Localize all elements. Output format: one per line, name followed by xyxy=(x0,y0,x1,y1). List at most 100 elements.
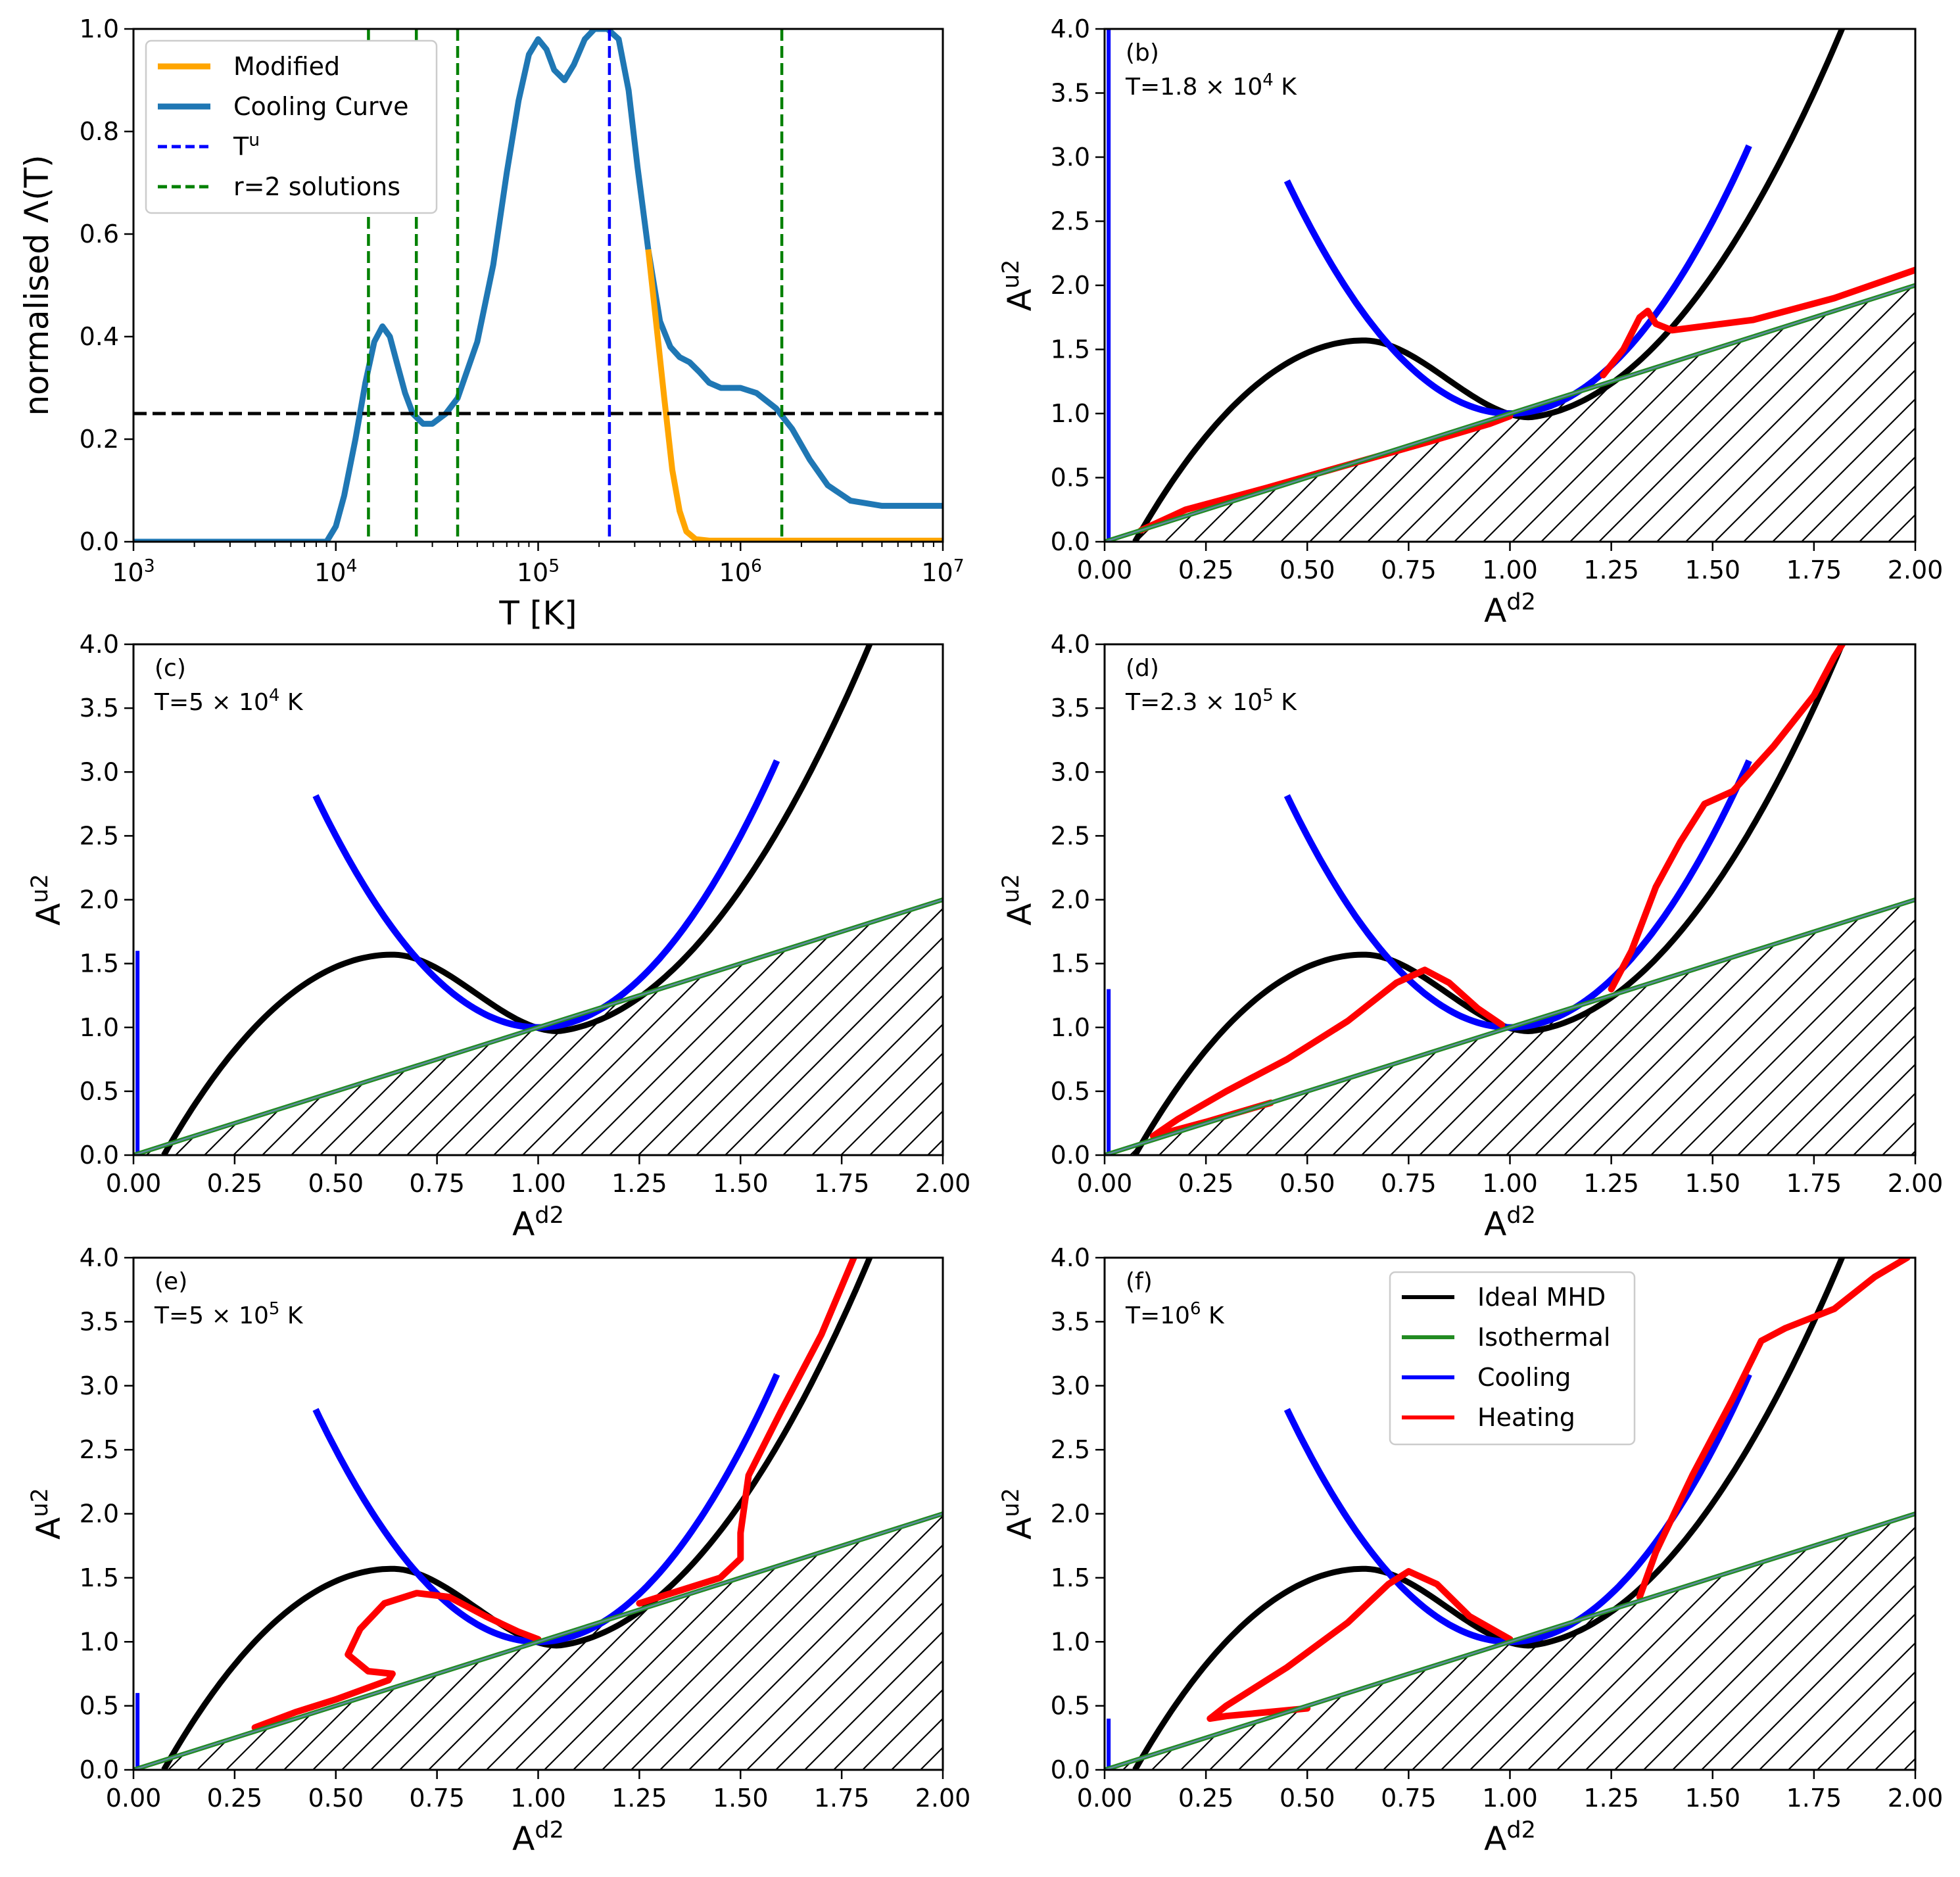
y-tick-label: 1.0 xyxy=(1051,399,1090,428)
y-tick-label: 2.5 xyxy=(80,821,119,850)
x-tick-label: 0.50 xyxy=(1279,556,1335,584)
y-axis-label: Au2 xyxy=(27,874,68,926)
temperature-annotation: T=2.3 × 105 K xyxy=(1125,686,1297,716)
y-tick-label: 0.0 xyxy=(1051,1141,1090,1170)
x-tick-label: 2.00 xyxy=(1888,556,1944,584)
x-tick-label: 1.00 xyxy=(1482,1169,1538,1198)
panel-label: (b) xyxy=(1126,39,1159,66)
y-tick-label: 0.6 xyxy=(80,220,119,249)
panel-label: (e) xyxy=(155,1268,187,1295)
heating-curve-0 xyxy=(1150,966,1506,1139)
y-tick-label: 1.5 xyxy=(1051,1563,1090,1592)
y-tick-label: 1.0 xyxy=(1051,1627,1090,1656)
x-tick-label: 0.75 xyxy=(409,1784,465,1813)
y-tick-label: 2.0 xyxy=(1051,1500,1090,1529)
x-tick-label: 0.75 xyxy=(409,1169,465,1198)
y-tick-label: 1.5 xyxy=(80,949,119,978)
legend-label: Modified xyxy=(233,52,340,81)
x-tick-label: 1.50 xyxy=(713,1784,769,1813)
y-tick-label: 4.0 xyxy=(1051,1243,1090,1272)
heating-curve-2 xyxy=(1608,644,1846,993)
x-tick-label: 1.50 xyxy=(713,1169,769,1198)
x-tick-label: 0.25 xyxy=(207,1169,263,1198)
x-tick-label: 1.75 xyxy=(1786,556,1842,584)
x-tick-label: 1.25 xyxy=(611,1169,667,1198)
plot-area-d xyxy=(1105,644,1915,1155)
x-tick-label: 1.00 xyxy=(1482,1784,1538,1813)
y-tick-label: 4.0 xyxy=(80,1243,119,1272)
isothermal-core xyxy=(133,1513,943,1770)
x-tick-label: 1.75 xyxy=(814,1784,870,1813)
y-tick-label: 0.0 xyxy=(80,527,119,556)
plot-area-b xyxy=(1105,29,1915,542)
y-tick-label: 2.0 xyxy=(80,886,119,915)
heating-curve-1 xyxy=(1600,266,1915,379)
x-tick-label: 0.00 xyxy=(106,1784,162,1813)
axes-frame xyxy=(1103,643,1917,1156)
panel-label: (f) xyxy=(1126,1268,1153,1295)
temperature-annotation: T=5 × 105 K xyxy=(154,1299,304,1329)
isothermal-core xyxy=(1105,284,1915,542)
y-tick-label: 1.0 xyxy=(80,1627,119,1656)
x-tick-label: 1.75 xyxy=(1786,1784,1842,1813)
x-tick-label: 105 xyxy=(517,556,560,587)
y-tick-label: 1.5 xyxy=(1051,335,1090,364)
x-tick-label: 0.50 xyxy=(1279,1784,1335,1813)
x-tick-label: 0.25 xyxy=(207,1784,263,1813)
heating-curve-0 xyxy=(251,1590,542,1731)
x-tick-label: 1.75 xyxy=(1786,1169,1842,1198)
panel-label: (d) xyxy=(1126,655,1159,682)
legend-label: Cooling Curve xyxy=(233,92,409,121)
x-tick-label: 0.00 xyxy=(1077,1169,1133,1198)
y-axis-label: Au2 xyxy=(27,1488,68,1540)
x-tick-label: 107 xyxy=(921,556,964,587)
x-tick-label: 0.00 xyxy=(106,1169,162,1198)
x-tick-label: 1.50 xyxy=(1685,1169,1740,1198)
y-tick-label: 3.5 xyxy=(1051,1307,1090,1336)
y-tick-label: 0.0 xyxy=(80,1141,119,1170)
heating-curve-1 xyxy=(636,1258,857,1607)
x-tick-label: 0.75 xyxy=(1381,556,1437,584)
axes-frame xyxy=(132,28,944,543)
legend-label: Cooling xyxy=(1477,1363,1571,1392)
x-axis-label: Ad2 xyxy=(1484,1202,1536,1243)
x-tick-label: 1.25 xyxy=(1583,556,1639,584)
x-tick-label: 2.00 xyxy=(915,1169,971,1198)
legend-label: r=2 solutions xyxy=(233,172,400,201)
y-tick-label: 2.5 xyxy=(1051,1435,1090,1464)
y-tick-label: 4.0 xyxy=(1051,630,1090,659)
legend: Ideal MHD Isothermal Cooling Heating xyxy=(1389,1271,1636,1446)
ideal-mhd-curve xyxy=(1132,29,1846,542)
x-tick-label: 0.75 xyxy=(1381,1784,1437,1813)
x-axis-label: Ad2 xyxy=(1484,1817,1536,1858)
x-axis-label: Ad2 xyxy=(512,1202,564,1243)
y-tick-label: 2.0 xyxy=(1051,886,1090,915)
panel-c: 0.00 0.25 0.50 0.75 1.00 1.25 1.50 1.75 2.00 0.0 0… xyxy=(27,630,971,1243)
y-axis-label: Au2 xyxy=(998,1488,1039,1540)
panel-b: 0.00 0.25 0.50 0.75 1.00 1.25 1.50 1.75 2.00 0.0 0… xyxy=(998,14,1944,630)
x-tick-label: 2.00 xyxy=(915,1784,971,1813)
legend-label: Heating xyxy=(1477,1403,1575,1432)
temperature-annotation: T=1.8 × 104 K xyxy=(1125,70,1297,101)
x-tick-label: 1.00 xyxy=(510,1784,566,1813)
legend: Modified Cooling Curve Tu r=2 solutions xyxy=(145,39,438,214)
y-tick-label: 3.0 xyxy=(80,757,119,786)
x-tick-label: 1.50 xyxy=(1685,556,1740,584)
y-tick-label: 3.5 xyxy=(80,694,119,723)
y-tick-label: 3.5 xyxy=(1051,694,1090,723)
legend-label: Ideal MHD xyxy=(1477,1283,1606,1312)
y-tick-label: 4.0 xyxy=(1051,14,1090,43)
x-tick-label: 0.50 xyxy=(1279,1169,1335,1198)
x-tick-label: 0.50 xyxy=(308,1784,364,1813)
y-tick-label: 2.5 xyxy=(80,1435,119,1464)
y-tick-label: 0.5 xyxy=(1051,1077,1090,1106)
y-tick-label: 0.4 xyxy=(80,322,119,351)
x-tick-label: 0.00 xyxy=(1077,1784,1133,1813)
axes-frame xyxy=(1103,1256,1917,1771)
y-axis-label: normalised Λ(T) xyxy=(18,154,56,416)
legend-frame xyxy=(145,39,438,214)
x-tick-label: 0.25 xyxy=(1178,556,1234,584)
y-tick-label: 4.0 xyxy=(80,630,119,659)
x-tick-label: 1.00 xyxy=(510,1169,566,1198)
